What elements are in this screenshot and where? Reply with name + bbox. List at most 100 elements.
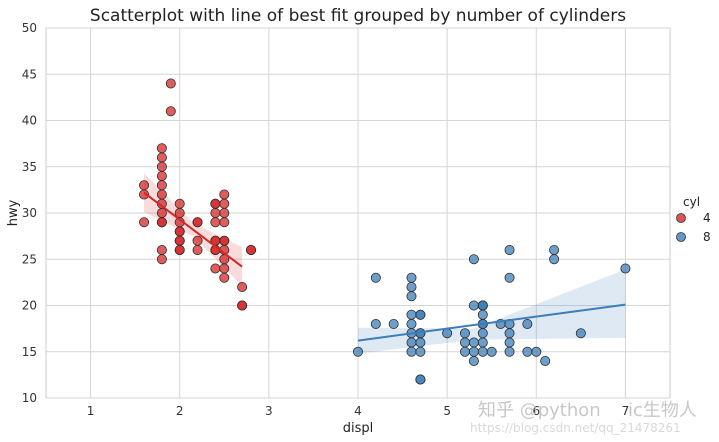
point-cyl-8: [406, 291, 417, 302]
point-cyl-8: [415, 346, 426, 357]
legend-label-8: 8: [703, 230, 711, 244]
point-cyl-4: [139, 189, 150, 200]
point-cyl-4: [156, 170, 167, 181]
point-cyl-8: [486, 346, 497, 357]
x-tick-label: 5: [443, 404, 451, 418]
point-cyl-8: [468, 300, 479, 311]
point-cyl-4: [156, 217, 167, 228]
point-cyl-8: [504, 244, 515, 255]
point-cyl-8: [415, 337, 426, 348]
legend-marker-4: [676, 213, 686, 223]
point-cyl-4: [156, 161, 167, 172]
point-cyl-4: [210, 198, 221, 209]
x-tick-labels: 1 2 3 4 5 6 7: [87, 404, 629, 418]
point-cyl-8: [477, 300, 488, 311]
point-cyl-8: [406, 346, 417, 357]
point-cyl-8: [415, 374, 426, 385]
point-cyl-8: [370, 318, 381, 329]
point-cyl-8: [549, 244, 560, 255]
point-cyl-4: [210, 263, 221, 274]
point-cyl-4: [139, 180, 150, 191]
y-tick-labels: 10 15 20 25 30 35 40 45 50: [22, 21, 37, 405]
y-tick-label: 35: [22, 160, 37, 174]
data-points: [139, 78, 631, 385]
fit-line-4: [143, 191, 243, 268]
x-tick-label: 7: [622, 404, 630, 418]
point-cyl-4: [210, 217, 221, 228]
point-cyl-8: [549, 254, 560, 265]
point-cyl-8: [522, 346, 533, 357]
point-cyl-8: [477, 346, 488, 357]
point-cyl-8: [504, 346, 515, 357]
y-axis-label: hwy: [6, 199, 21, 226]
x-axis-label: displ: [343, 421, 374, 436]
point-cyl-8: [459, 328, 470, 339]
point-cyl-8: [406, 281, 417, 292]
legend-marker-8: [676, 232, 686, 242]
watermark-zhihu: 知乎 @python: [478, 400, 601, 421]
point-cyl-4: [156, 207, 167, 218]
fit-lines: [143, 191, 626, 342]
point-cyl-8: [477, 328, 488, 339]
point-cyl-4: [156, 180, 167, 191]
point-cyl-4: [165, 106, 176, 117]
point-cyl-4: [174, 244, 185, 255]
y-tick-label: 45: [22, 67, 37, 81]
point-cyl-4: [156, 152, 167, 163]
point-cyl-4: [174, 235, 185, 246]
point-cyl-8: [620, 263, 631, 274]
point-cyl-4: [156, 254, 167, 265]
point-cyl-4: [192, 244, 203, 255]
legend-label-4: 4: [703, 211, 711, 225]
point-cyl-8: [406, 337, 417, 348]
legend: cyl 4 8: [676, 195, 711, 244]
point-cyl-8: [352, 346, 363, 357]
point-cyl-8: [540, 355, 551, 366]
x-tick-label: 6: [532, 404, 540, 418]
point-cyl-8: [406, 309, 417, 320]
y-tick-label: 20: [22, 299, 37, 313]
point-cyl-4: [219, 263, 230, 274]
point-cyl-8: [406, 318, 417, 329]
point-cyl-4: [174, 198, 185, 209]
point-cyl-8: [477, 337, 488, 348]
point-cyl-8: [468, 346, 479, 357]
point-cyl-8: [388, 318, 399, 329]
point-cyl-4: [219, 198, 230, 209]
point-cyl-4: [219, 235, 230, 246]
point-cyl-8: [468, 337, 479, 348]
point-cyl-8: [504, 337, 515, 348]
y-tick-label: 10: [22, 391, 37, 405]
x-tick-label: 2: [176, 404, 184, 418]
x-tick-label: 4: [354, 404, 362, 418]
point-cyl-4: [174, 226, 185, 237]
point-cyl-8: [477, 309, 488, 320]
point-cyl-8: [370, 272, 381, 283]
point-cyl-8: [459, 346, 470, 357]
point-cyl-8: [504, 328, 515, 339]
point-cyl-4: [237, 281, 248, 292]
point-cyl-8: [415, 309, 426, 320]
legend-title: cyl: [683, 195, 700, 209]
y-tick-label: 50: [22, 21, 37, 35]
point-cyl-4: [219, 189, 230, 200]
point-cyl-4: [210, 207, 221, 218]
point-cyl-8: [459, 337, 470, 348]
point-cyl-4: [246, 244, 257, 255]
watermark-csdn: https://blog.csdn.net/qq_21478261: [470, 421, 681, 435]
point-cyl-8: [531, 346, 542, 357]
point-cyl-8: [522, 318, 533, 329]
point-cyl-4: [192, 235, 203, 246]
point-cyl-8: [406, 272, 417, 283]
point-cyl-8: [468, 355, 479, 366]
x-tick-label: 3: [265, 404, 273, 418]
point-cyl-4: [156, 189, 167, 200]
fit-line-8: [357, 303, 626, 342]
point-cyl-4: [237, 300, 248, 311]
point-cyl-4: [219, 207, 230, 218]
point-cyl-4: [156, 244, 167, 255]
watermark: 知乎 @python ic生物人 https://blog.csdn.net/q…: [470, 400, 697, 435]
y-tick-label: 25: [22, 252, 37, 266]
y-tick-label: 15: [22, 345, 37, 359]
